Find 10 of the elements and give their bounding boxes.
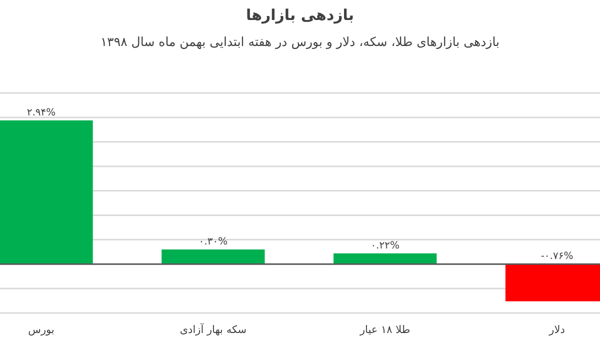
data-label: ۲.۹۴% (26, 107, 56, 118)
x-tick-label: دلار (548, 324, 566, 336)
chart-subtitle: بازدهی بازارهای طلا، سکه، دلار و بورس در هفته ابتدایی بهمن ماه سال ۱۳۹۸ (100, 34, 500, 50)
chart-title: بازدهی بازارها (246, 6, 354, 24)
x-tick-label: سکه بهار آزادی (180, 323, 247, 336)
x-tick-label: طلا ۱۸ عیار (358, 324, 410, 336)
data-label: -۰.۷۶% (540, 251, 574, 262)
data-label: ۰.۳۰% (198, 236, 228, 248)
data-label: ۰.۲۲% (370, 240, 400, 252)
x-tick-label: بورس (28, 324, 54, 336)
